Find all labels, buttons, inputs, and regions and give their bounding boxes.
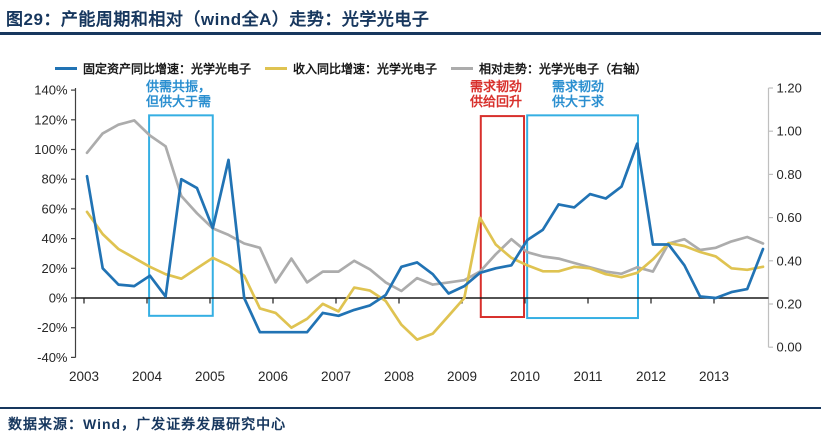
highlight-box <box>479 115 526 319</box>
left-axis-tick-label: 60% <box>41 201 67 216</box>
data-source: 数据来源：Wind，广发证券发展研究中心 <box>8 416 287 432</box>
x-axis-year-label: 2011 <box>573 369 602 384</box>
left-axis-tick-label: 0% <box>49 291 68 306</box>
highlight-box <box>526 114 639 320</box>
x-axis-year-label: 2006 <box>258 369 288 384</box>
x-axis-year-label: 2007 <box>321 369 351 384</box>
legend-line-swatch-blue <box>55 67 77 70</box>
x-axis-year-label: 2008 <box>384 369 414 384</box>
left-axis-tick-label: 120% <box>34 112 68 127</box>
right-axis-tick-label: 0.80 <box>777 167 802 182</box>
footer-divider <box>0 407 821 409</box>
chart-legend: 固定资产同比增速：光学光电子 收入同比增速：光学光电子 相对走势：光学光电子（右… <box>55 60 647 77</box>
right-axis-tick-label: 1.20 <box>777 81 802 96</box>
x-axis-year-label: 2010 <box>510 369 540 384</box>
annotation-line: 需求韧劲 <box>470 79 523 94</box>
series-fixed-asset-line <box>85 142 765 334</box>
legend-line-swatch-yellow <box>265 67 288 70</box>
annotation-line: 供需共振， <box>146 79 212 94</box>
left-axis-tick-label: 80% <box>41 172 67 187</box>
annotation-line: 但供大于需 <box>146 93 212 109</box>
left-axis-tick-label: 20% <box>41 261 67 276</box>
left-axis-tick-label: -40% <box>37 350 68 365</box>
legend-label: 固定资产同比增速：光学光电子 <box>83 62 252 76</box>
legend-item-fixed-asset: 固定资产同比增速：光学光电子 <box>55 60 251 77</box>
series-relative-trend-line <box>85 119 765 293</box>
legend-label: 收入同比增速：光学光电子 <box>293 62 438 76</box>
figure-title: 图29：产能周期和相对（wind全A）走势：光学光电子 <box>6 10 430 29</box>
x-axis-year-label: 2012 <box>636 369 666 384</box>
right-axis-tick-label: 0.20 <box>777 297 802 312</box>
annotation-line: 供给回升 <box>470 93 523 109</box>
left-axis-tick-label: 100% <box>34 142 68 157</box>
right-axis-tick-label: 0.40 <box>777 253 802 268</box>
annotation-line: 供大于求 <box>552 93 605 109</box>
legend-item-relative: 相对走势：光学光电子（右轴） <box>451 60 647 77</box>
left-axis-tick-label: -20% <box>37 320 68 335</box>
right-axis-tick-label: 1.00 <box>777 124 802 139</box>
series-revenue-line <box>85 210 765 341</box>
left-axis-tick-label: 140% <box>34 83 68 98</box>
right-axis-tick-label: 0.00 <box>777 340 802 355</box>
annotation-supply-demand-resonance: 供需共振， 但供大于需 <box>146 79 212 109</box>
title-divider <box>0 32 821 35</box>
highlight-box <box>148 114 214 317</box>
x-axis-year-label: 2003 <box>69 369 99 384</box>
annotation-supply-exceeds-demand: 需求韧劲 供大于求 <box>552 79 605 109</box>
right-axis-tick-label: 0.60 <box>777 210 802 225</box>
x-axis-year-label: 2013 <box>699 369 729 384</box>
annotation-line: 需求韧劲 <box>552 79 605 94</box>
x-axis-year-label: 2005 <box>195 369 225 384</box>
annotation-supply-recovery: 需求韧劲 供给回升 <box>470 79 523 109</box>
x-axis-year-label: 2009 <box>447 369 477 384</box>
legend-line-swatch-gray <box>451 67 474 70</box>
left-axis-tick-label: 40% <box>41 231 67 246</box>
x-axis-year-label: 2004 <box>132 369 163 384</box>
legend-label: 相对走势：光学光电子（右轴） <box>479 62 648 76</box>
legend-item-revenue: 收入同比增速：光学光电子 <box>265 60 437 77</box>
